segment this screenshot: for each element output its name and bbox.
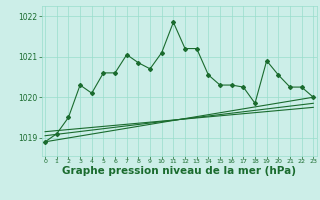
X-axis label: Graphe pression niveau de la mer (hPa): Graphe pression niveau de la mer (hPa) xyxy=(62,166,296,176)
